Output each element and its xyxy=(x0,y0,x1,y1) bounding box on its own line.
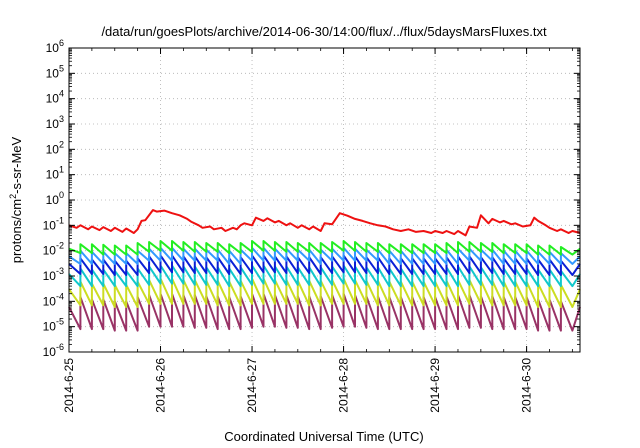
y-tick-labels: 10-6 10-5 10-4 10-3 10-2 10-1 100 101 102 103 104 1… xyxy=(43,38,64,359)
y-tick-label: 10-4 xyxy=(43,291,64,308)
y-tick-label: 100 xyxy=(46,190,64,207)
y-tick-label: 104 xyxy=(46,89,64,106)
x-tick-label: 2014-6-28 xyxy=(337,358,351,413)
y-tick-label: 102 xyxy=(46,139,64,156)
x-tick-label: 2014-6-26 xyxy=(154,358,168,413)
x-tick-label: 2014-6-29 xyxy=(428,358,442,413)
y-tick-label: 10-1 xyxy=(43,215,64,232)
series-line xyxy=(68,209,581,237)
y-tick-label: 106 xyxy=(46,38,64,55)
x-tick-label: 2014-6-25 xyxy=(62,358,76,413)
series-lines xyxy=(68,209,581,332)
y-tick-label: 103 xyxy=(46,114,64,131)
y-tick-label: 10-6 xyxy=(43,342,64,359)
y-tick-label: 105 xyxy=(46,63,64,80)
x-tick-label: 2014-6-27 xyxy=(245,358,259,413)
y-tick-label: 10-2 xyxy=(43,241,64,258)
chart-title: /data/run/goesPlots/archive/2014-06-30/1… xyxy=(101,24,547,39)
y-tick-label: 101 xyxy=(46,165,64,182)
grid-lines xyxy=(69,48,580,352)
axis-ticks xyxy=(68,47,580,353)
y-tick-label: 10-3 xyxy=(43,266,64,283)
y-tick-label: 10-5 xyxy=(43,317,64,334)
series-line xyxy=(68,240,581,256)
x-axis-label: Coordinated Universal Time (UTC) xyxy=(224,429,423,444)
y-axis-label: protons/cm2-s-sr-MeV xyxy=(8,136,24,263)
x-tick-labels: 2014-6-25 2014-6-26 2014-6-27 2014-6-28 2014… xyxy=(62,358,534,413)
x-tick-label: 2014-6-30 xyxy=(520,358,534,413)
